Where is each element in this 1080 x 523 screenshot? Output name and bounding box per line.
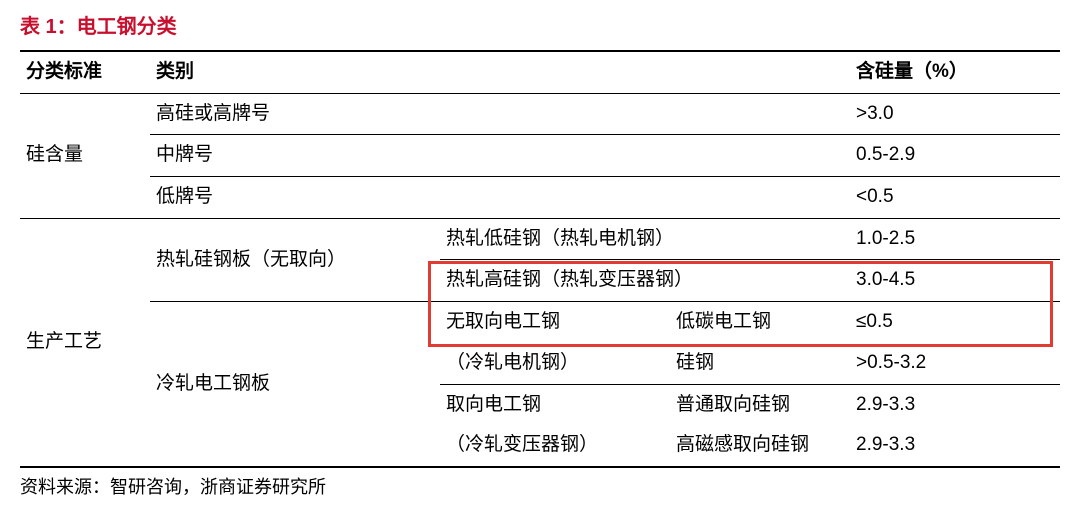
cell: 无取向电工钢 <box>440 302 670 343</box>
cell: 热轧低硅钢（热轧电机钢） <box>440 218 850 260</box>
cell: 高磁感取向硅钢 <box>670 425 850 467</box>
cell: 冷轧电工钢板 <box>150 302 440 467</box>
cell: 取向电工钢 <box>440 384 670 425</box>
cell: 低牌号 <box>150 177 850 219</box>
cell: >3.0 <box>850 93 1060 135</box>
cell: 3.0-4.5 <box>850 260 1060 302</box>
cell: >0.5-3.2 <box>850 343 1060 384</box>
cell: （冷轧电机钢） <box>440 343 670 384</box>
table-row: 低牌号 <0.5 <box>20 177 1060 219</box>
table-row: 冷轧电工钢板 无取向电工钢 低碳电工钢 ≤0.5 <box>20 302 1060 343</box>
cell: <0.5 <box>850 177 1060 219</box>
cell: 0.5-2.9 <box>850 135 1060 177</box>
table-title: 表 1：电工钢分类 <box>20 14 1060 40</box>
hdr-category: 类别 <box>150 51 850 93</box>
hdr-criteria: 分类标准 <box>20 51 150 93</box>
cell: 热轧高硅钢（热轧变压器钢） <box>440 260 850 302</box>
cell: ≤0.5 <box>850 302 1060 343</box>
source-text: 资料来源：智研咨询，浙商证券研究所 <box>20 476 1060 499</box>
cell: 1.0-2.5 <box>850 218 1060 260</box>
table-row: 硅含量 高硅或高牌号 >3.0 <box>20 93 1060 135</box>
classification-table: 分类标准 类别 含硅量（%） 硅含量 高硅或高牌号 >3.0 中牌号 0.5-2… <box>20 50 1060 468</box>
cell: 2.9-3.3 <box>850 384 1060 425</box>
header-row: 分类标准 类别 含硅量（%） <box>20 51 1060 93</box>
cell-criteria-1: 硅含量 <box>20 93 150 218</box>
table-wrapper: 分类标准 类别 含硅量（%） 硅含量 高硅或高牌号 >3.0 中牌号 0.5-2… <box>20 50 1060 468</box>
table-row: 中牌号 0.5-2.9 <box>20 135 1060 177</box>
cell: 低碳电工钢 <box>670 302 850 343</box>
cell-criteria-2: 生产工艺 <box>20 218 150 467</box>
cell: 中牌号 <box>150 135 850 177</box>
cell: 硅钢 <box>670 343 850 384</box>
cell: 高硅或高牌号 <box>150 93 850 135</box>
title-text: 表 1：电工钢分类 <box>20 16 177 38</box>
hdr-silicon: 含硅量（%） <box>850 51 1060 93</box>
table-row: 生产工艺 热轧硅钢板（无取向） 热轧低硅钢（热轧电机钢） 1.0-2.5 <box>20 218 1060 260</box>
cell: 热轧硅钢板（无取向） <box>150 218 440 301</box>
cell: 2.9-3.3 <box>850 425 1060 467</box>
cell: 普通取向硅钢 <box>670 384 850 425</box>
cell: （冷轧变压器钢） <box>440 425 670 467</box>
